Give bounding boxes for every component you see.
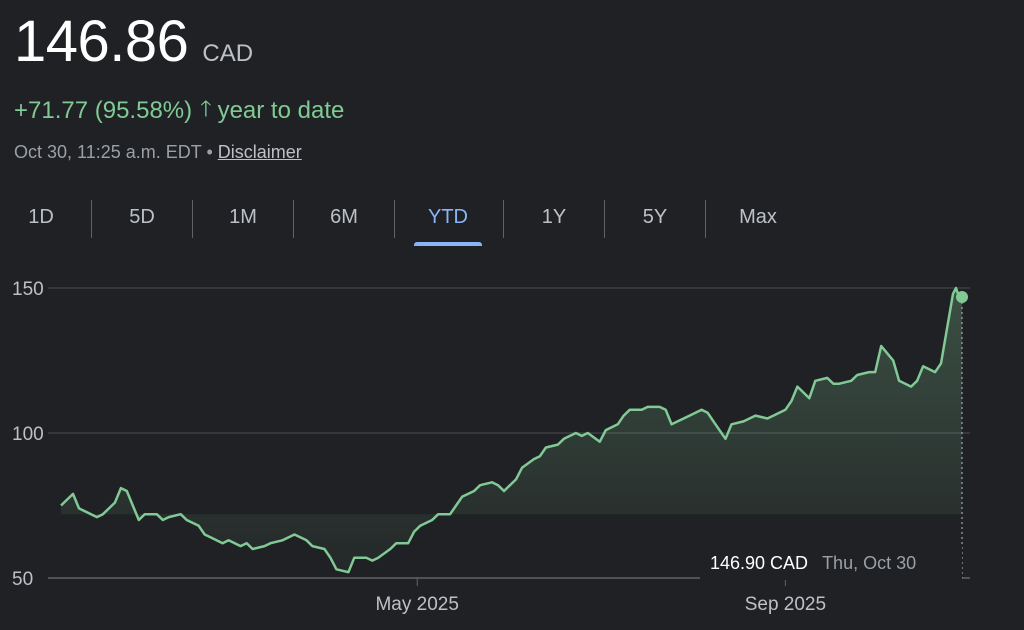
active-tab-indicator [414,242,482,246]
meta-row: Oct 30, 11:25 a.m. EDT • Disclaimer [14,142,302,163]
tab-divider [394,200,395,238]
tab-label: 1Y [541,206,567,228]
tab-divider [91,200,92,238]
change-row: +71.77 (95.58%) 🡑 year to date [14,92,344,130]
change-value: +71.77 (95.58%) [14,97,193,124]
change-period: year to date [217,97,345,124]
tooltip-date: Thu, Oct 30 [822,552,917,573]
tab-5d[interactable]: 5D [92,196,192,246]
tab-1y[interactable]: 1Y [504,196,604,246]
tab-divider [293,200,294,238]
tab-label: 6M [330,206,358,228]
x-tick-label: May 2025 [375,594,458,615]
tab-label: 1D [28,206,54,228]
price-tooltip: 146.90 CAD Thu, Oct 30 [700,546,962,580]
latest-price-dot [956,290,968,303]
tab-1m[interactable]: 1M [193,196,293,246]
tab-divider [604,200,605,238]
tab-6m[interactable]: 6M [294,196,394,246]
range-tabs: 1D 5D 1M 6M YTD 1Y 5Y Max [0,196,800,246]
price-area-fill [61,288,962,573]
y-tick-label: 50 [12,569,33,590]
timestamp: Oct 30, 11:25 a.m. EDT [14,142,202,162]
tab-5y[interactable]: 5Y [605,196,705,246]
price-chart[interactable]: 150 100 50 May 2025 Sep 2025 [0,262,1024,630]
tab-label: YTD [428,206,468,228]
tooltip-price: 146.90 CAD [710,552,809,573]
tab-label: 1M [229,206,257,228]
price-line [60,286,963,574]
y-tick-label: 150 [12,279,44,300]
tab-ytd[interactable]: YTD [398,196,498,246]
tab-divider [705,200,706,238]
price-header: 146.86 CAD [14,8,253,75]
disclaimer-link[interactable]: Disclaimer [217,142,302,162]
tab-1d[interactable]: 1D [0,196,91,246]
current-price: 146.86 [14,9,189,74]
tab-divider [503,200,504,238]
tab-label: 5Y [642,206,668,228]
tab-divider [192,200,193,238]
arrow-up-icon: 🡑 [200,96,212,121]
tab-label: Max [739,206,777,228]
tab-label: 5D [129,206,155,228]
y-tick-label: 100 [12,424,44,445]
bullet-separator: • [206,142,213,162]
currency-label: CAD [202,40,254,67]
tab-max[interactable]: Max [708,196,808,246]
x-tick-label: Sep 2025 [745,594,826,615]
